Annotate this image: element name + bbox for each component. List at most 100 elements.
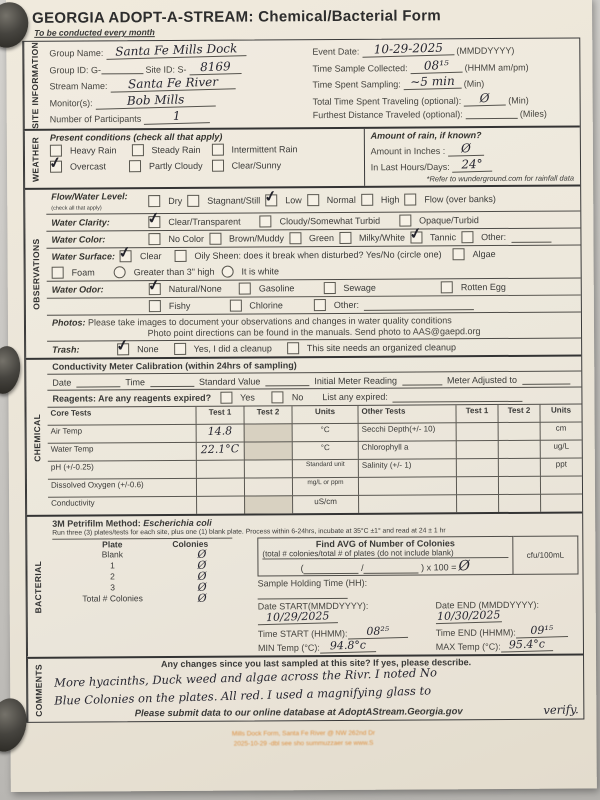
avg-numerator-input[interactable] (303, 563, 359, 575)
radio-foam-greater-3in[interactable] (113, 266, 126, 279)
secchi-test1-cell[interactable] (455, 422, 498, 441)
rain-hours-input[interactable]: 24° (452, 156, 493, 172)
checkbox-low[interactable] (265, 194, 278, 207)
checkbox-partly-cloudy[interactable] (128, 160, 142, 173)
date-end-input[interactable]: 10/30/2025 (435, 608, 502, 624)
group-name-input[interactable]: Santa Fe Mills Dock (105, 41, 247, 60)
time-end-input[interactable]: 09¹⁵ (515, 623, 568, 638)
checkbox-odor-other[interactable] (313, 299, 326, 312)
radio-foam-white[interactable] (221, 265, 234, 278)
checkbox-intermittent-rain[interactable] (211, 143, 224, 156)
field-max-temp: MAX Temp (°C): 95.4°c (436, 638, 579, 653)
participants-input[interactable]: 1 (143, 109, 210, 125)
checkbox-trash-organized-cleanup[interactable] (286, 342, 299, 355)
chlorophyll-test1-cell[interactable] (455, 440, 498, 459)
section-label-observations: OBSERVATIONS (24, 189, 48, 359)
ph-test2-cell[interactable] (243, 459, 292, 478)
checkbox-cloudy-turbid[interactable] (259, 215, 272, 228)
checkbox-rotten-egg[interactable] (440, 281, 453, 294)
avg-denominator-input[interactable] (363, 562, 419, 575)
checkbox-gasoline[interactable] (238, 282, 251, 295)
colonies-total-cell[interactable]: Ø (197, 591, 208, 606)
field-holding-time: Sample Holding Time (HH): (258, 578, 430, 600)
odor-other-input[interactable] (363, 298, 474, 311)
photos-line2: Photo point directions can be found in t… (147, 326, 481, 339)
cal-initial-reading-input[interactable] (401, 374, 442, 386)
checkbox-clear-sunny[interactable] (211, 159, 224, 172)
checkbox-flow-over-banks[interactable] (404, 193, 417, 206)
checkbox-trash-cleanup[interactable] (173, 343, 186, 356)
do-test1-cell[interactable] (195, 477, 245, 497)
air-temp-test1-cell[interactable]: 14.8 (195, 423, 244, 443)
distance-input[interactable] (465, 108, 518, 120)
cal-date-input[interactable] (76, 376, 121, 388)
max-temp-input[interactable]: 95.4°c (500, 638, 553, 653)
date-start-input[interactable]: 10/29/2025 (257, 610, 338, 626)
checkbox-clear-transparent[interactable] (148, 216, 161, 229)
checkbox-algae[interactable] (452, 248, 465, 261)
plate-colonies-table: Plate Colonies Blank Ø 1 Ø 2 Ø 3 Ø Total… (52, 537, 258, 655)
checkbox-high[interactable] (360, 193, 373, 207)
submit-note: Please submit data to our online databas… (134, 706, 463, 720)
checkbox-no-color[interactable] (148, 233, 161, 246)
cal-adjusted-to-input[interactable] (521, 373, 571, 386)
monitors-input[interactable]: Bob Mills (94, 92, 216, 110)
checkbox-chlorine[interactable] (229, 299, 242, 312)
checkbox-natural-none[interactable] (148, 283, 161, 296)
reagents-expired-input[interactable] (392, 390, 523, 403)
row-trash: Trash: None Yes, I did a cleanup This si… (47, 337, 582, 358)
comments-line2[interactable]: Blue Colonies on the plates. All red. I … (54, 683, 432, 708)
section-bacterial: BACTERIAL 3M Petrifilm Method: Escherich… (26, 511, 584, 657)
ph-test1-cell[interactable] (195, 459, 244, 479)
time-collected-input[interactable]: 08¹⁵ (409, 58, 463, 74)
do-test2-cell[interactable] (243, 477, 293, 496)
checkbox-green[interactable] (288, 232, 302, 245)
time-start-input[interactable]: 08²⁵ (347, 624, 408, 639)
checkbox-fishy[interactable] (148, 300, 161, 313)
secchi-test2-cell[interactable] (497, 421, 540, 441)
air-temp-test2-cell (243, 423, 292, 442)
min-temp-input[interactable]: 94.8°c (319, 639, 377, 654)
salinity-test1-cell[interactable] (455, 458, 498, 477)
color-other-input[interactable] (511, 231, 552, 243)
checkbox-trash-none[interactable] (117, 343, 130, 356)
conductivity-test1-cell[interactable] (196, 495, 245, 515)
checkbox-oily-sheen[interactable] (174, 250, 187, 263)
salinity-test2-cell[interactable] (497, 457, 540, 477)
checkbox-reagents-no[interactable] (271, 391, 284, 404)
event-date-input[interactable]: 10-29-2025 (361, 41, 455, 58)
checkbox-dry[interactable] (148, 195, 161, 208)
core-tests-table: Core Tests Test 1 Test 2 Units Other Tes… (47, 404, 583, 515)
checkbox-sewage[interactable] (323, 282, 336, 295)
checkbox-color-other[interactable] (461, 231, 474, 244)
chlorophyll-test2-cell[interactable] (497, 439, 540, 459)
water-temp-test1-cell[interactable]: 22.1°C (195, 441, 244, 461)
time-sampling-input[interactable]: ~5 min (403, 74, 462, 90)
rain-inches-input[interactable]: Ø (447, 141, 484, 157)
time-traveling-input[interactable]: Ø (463, 91, 506, 107)
cal-time-input[interactable] (149, 376, 195, 388)
cal-standard-value-input[interactable] (265, 375, 310, 387)
checkbox-tannic[interactable] (410, 231, 423, 244)
avg-result-value[interactable]: Ø (458, 558, 471, 575)
comments-line3[interactable]: verify. (542, 701, 579, 717)
checkbox-foam[interactable] (51, 266, 64, 279)
site-id-input[interactable]: 8169 (188, 59, 242, 75)
section-comments: COMMENTS Any changes since you last samp… (27, 653, 584, 722)
checkbox-brown-muddy[interactable] (208, 232, 222, 245)
field-time-start: Time START (HHMM): 08²⁵ (258, 624, 430, 639)
checkbox-steady-rain[interactable] (131, 144, 144, 157)
group-id-input[interactable] (100, 63, 143, 75)
row-flow-water-level: Flow/Water Level: (check all that apply) … (46, 187, 580, 214)
checkbox-overcast[interactable] (49, 160, 63, 173)
holding-time-input[interactable] (257, 588, 348, 600)
rainfall-note: *Refer to wunderground.com for rainfall … (426, 173, 575, 184)
form-body: SITE INFORMATION Group Name: Santa Fe Mi… (22, 37, 585, 723)
checkbox-normal[interactable] (306, 194, 319, 207)
checkbox-reagents-yes[interactable] (220, 391, 233, 404)
photo-caption: Mills Dock Form, Santa Fe River @ NW 262… (10, 727, 596, 750)
checkbox-stagnant[interactable] (187, 195, 200, 208)
checkbox-milky-white[interactable] (338, 232, 352, 245)
stream-name-input[interactable]: Santa Fe River (109, 75, 236, 93)
checkbox-surface-clear[interactable] (119, 250, 132, 263)
